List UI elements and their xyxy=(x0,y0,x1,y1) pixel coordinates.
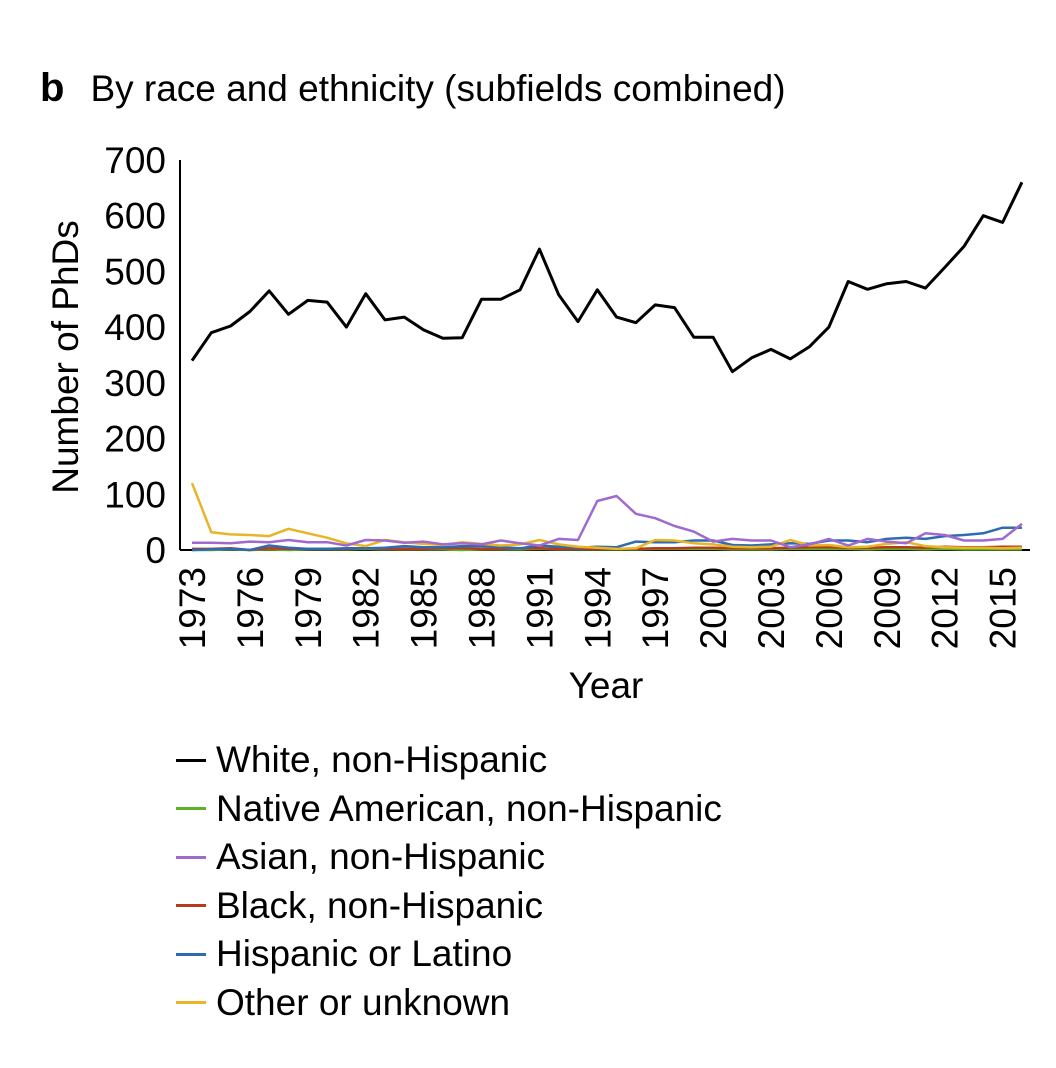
x-tick-label: 1988 xyxy=(462,567,503,649)
legend-label: Asian, non-Hispanic xyxy=(216,836,546,878)
legend-label: Hispanic or Latino xyxy=(216,933,513,975)
x-tick-label: 2015 xyxy=(983,567,1024,649)
x-tick-label: 2003 xyxy=(751,567,792,649)
legend: White, non-Hispanic Native American, non-… xyxy=(176,736,722,1027)
x-tick-label: 1991 xyxy=(519,567,560,649)
tick-labels: 0 100 200 300 400 500 600 700 1973 1976 1979 1982 19… xyxy=(104,140,1023,649)
y-tick-label: 0 xyxy=(145,530,166,571)
legend-item: Hispanic or Latino xyxy=(176,930,722,979)
legend-label: Native American, non-Hispanic xyxy=(216,787,722,829)
x-tick-label: 1982 xyxy=(346,567,387,649)
y-axis-label: Number of PhDs xyxy=(45,220,86,494)
panel-heading: b By race and ethnicity (subfields combin… xyxy=(40,66,786,111)
x-tick-label: 1976 xyxy=(230,567,271,649)
legend-swatch xyxy=(176,807,206,811)
legend-swatch xyxy=(176,952,206,956)
panel-letter: b xyxy=(40,66,65,110)
legend-item: Other or unknown xyxy=(176,979,722,1028)
series-line-other-or-unknown xyxy=(190,482,1022,551)
y-tick-label: 200 xyxy=(104,419,166,460)
y-tick-label: 100 xyxy=(104,474,166,515)
x-tick-label: 2012 xyxy=(925,567,966,649)
legend-label: Other or unknown xyxy=(216,981,511,1023)
chart-title: By race and ethnicity (subfields combine… xyxy=(90,68,786,109)
x-tick-label: 1985 xyxy=(404,567,445,649)
x-axis-label: Year xyxy=(569,665,644,706)
legend-swatch xyxy=(176,904,206,908)
x-tick-label: 2009 xyxy=(867,567,908,649)
x-tick-label: 1994 xyxy=(577,567,618,649)
legend-swatch xyxy=(176,758,206,762)
legend-item: White, non-Hispanic xyxy=(176,736,722,785)
legend-swatch xyxy=(176,1001,206,1005)
series-lines xyxy=(190,181,1024,552)
y-tick-label: 300 xyxy=(104,363,166,404)
x-tick-label: 1973 xyxy=(172,567,213,649)
x-tick-label: 2000 xyxy=(693,567,734,649)
legend-label: Black, non-Hispanic xyxy=(216,884,543,926)
series-line-asian-non-hispanic xyxy=(192,494,1023,549)
legend-swatch xyxy=(176,855,206,859)
axes xyxy=(179,160,1030,551)
series-line-hispanic-or-latino xyxy=(191,526,1022,552)
y-tick-label: 500 xyxy=(104,251,166,292)
legend-label: White, non-Hispanic xyxy=(216,739,548,781)
legend-item: Native American, non-Hispanic xyxy=(176,785,722,834)
series-line-white-non-hispanic xyxy=(190,181,1024,374)
legend-item: Black, non-Hispanic xyxy=(176,882,722,931)
x-tick-label: 1979 xyxy=(288,567,329,649)
x-tick-label: 1997 xyxy=(635,567,676,649)
y-tick-label: 400 xyxy=(104,307,166,348)
x-tick-label: 2006 xyxy=(809,567,850,649)
y-tick-label: 700 xyxy=(104,140,166,181)
y-tick-label: 600 xyxy=(104,196,166,237)
legend-item: Asian, non-Hispanic xyxy=(176,833,722,882)
